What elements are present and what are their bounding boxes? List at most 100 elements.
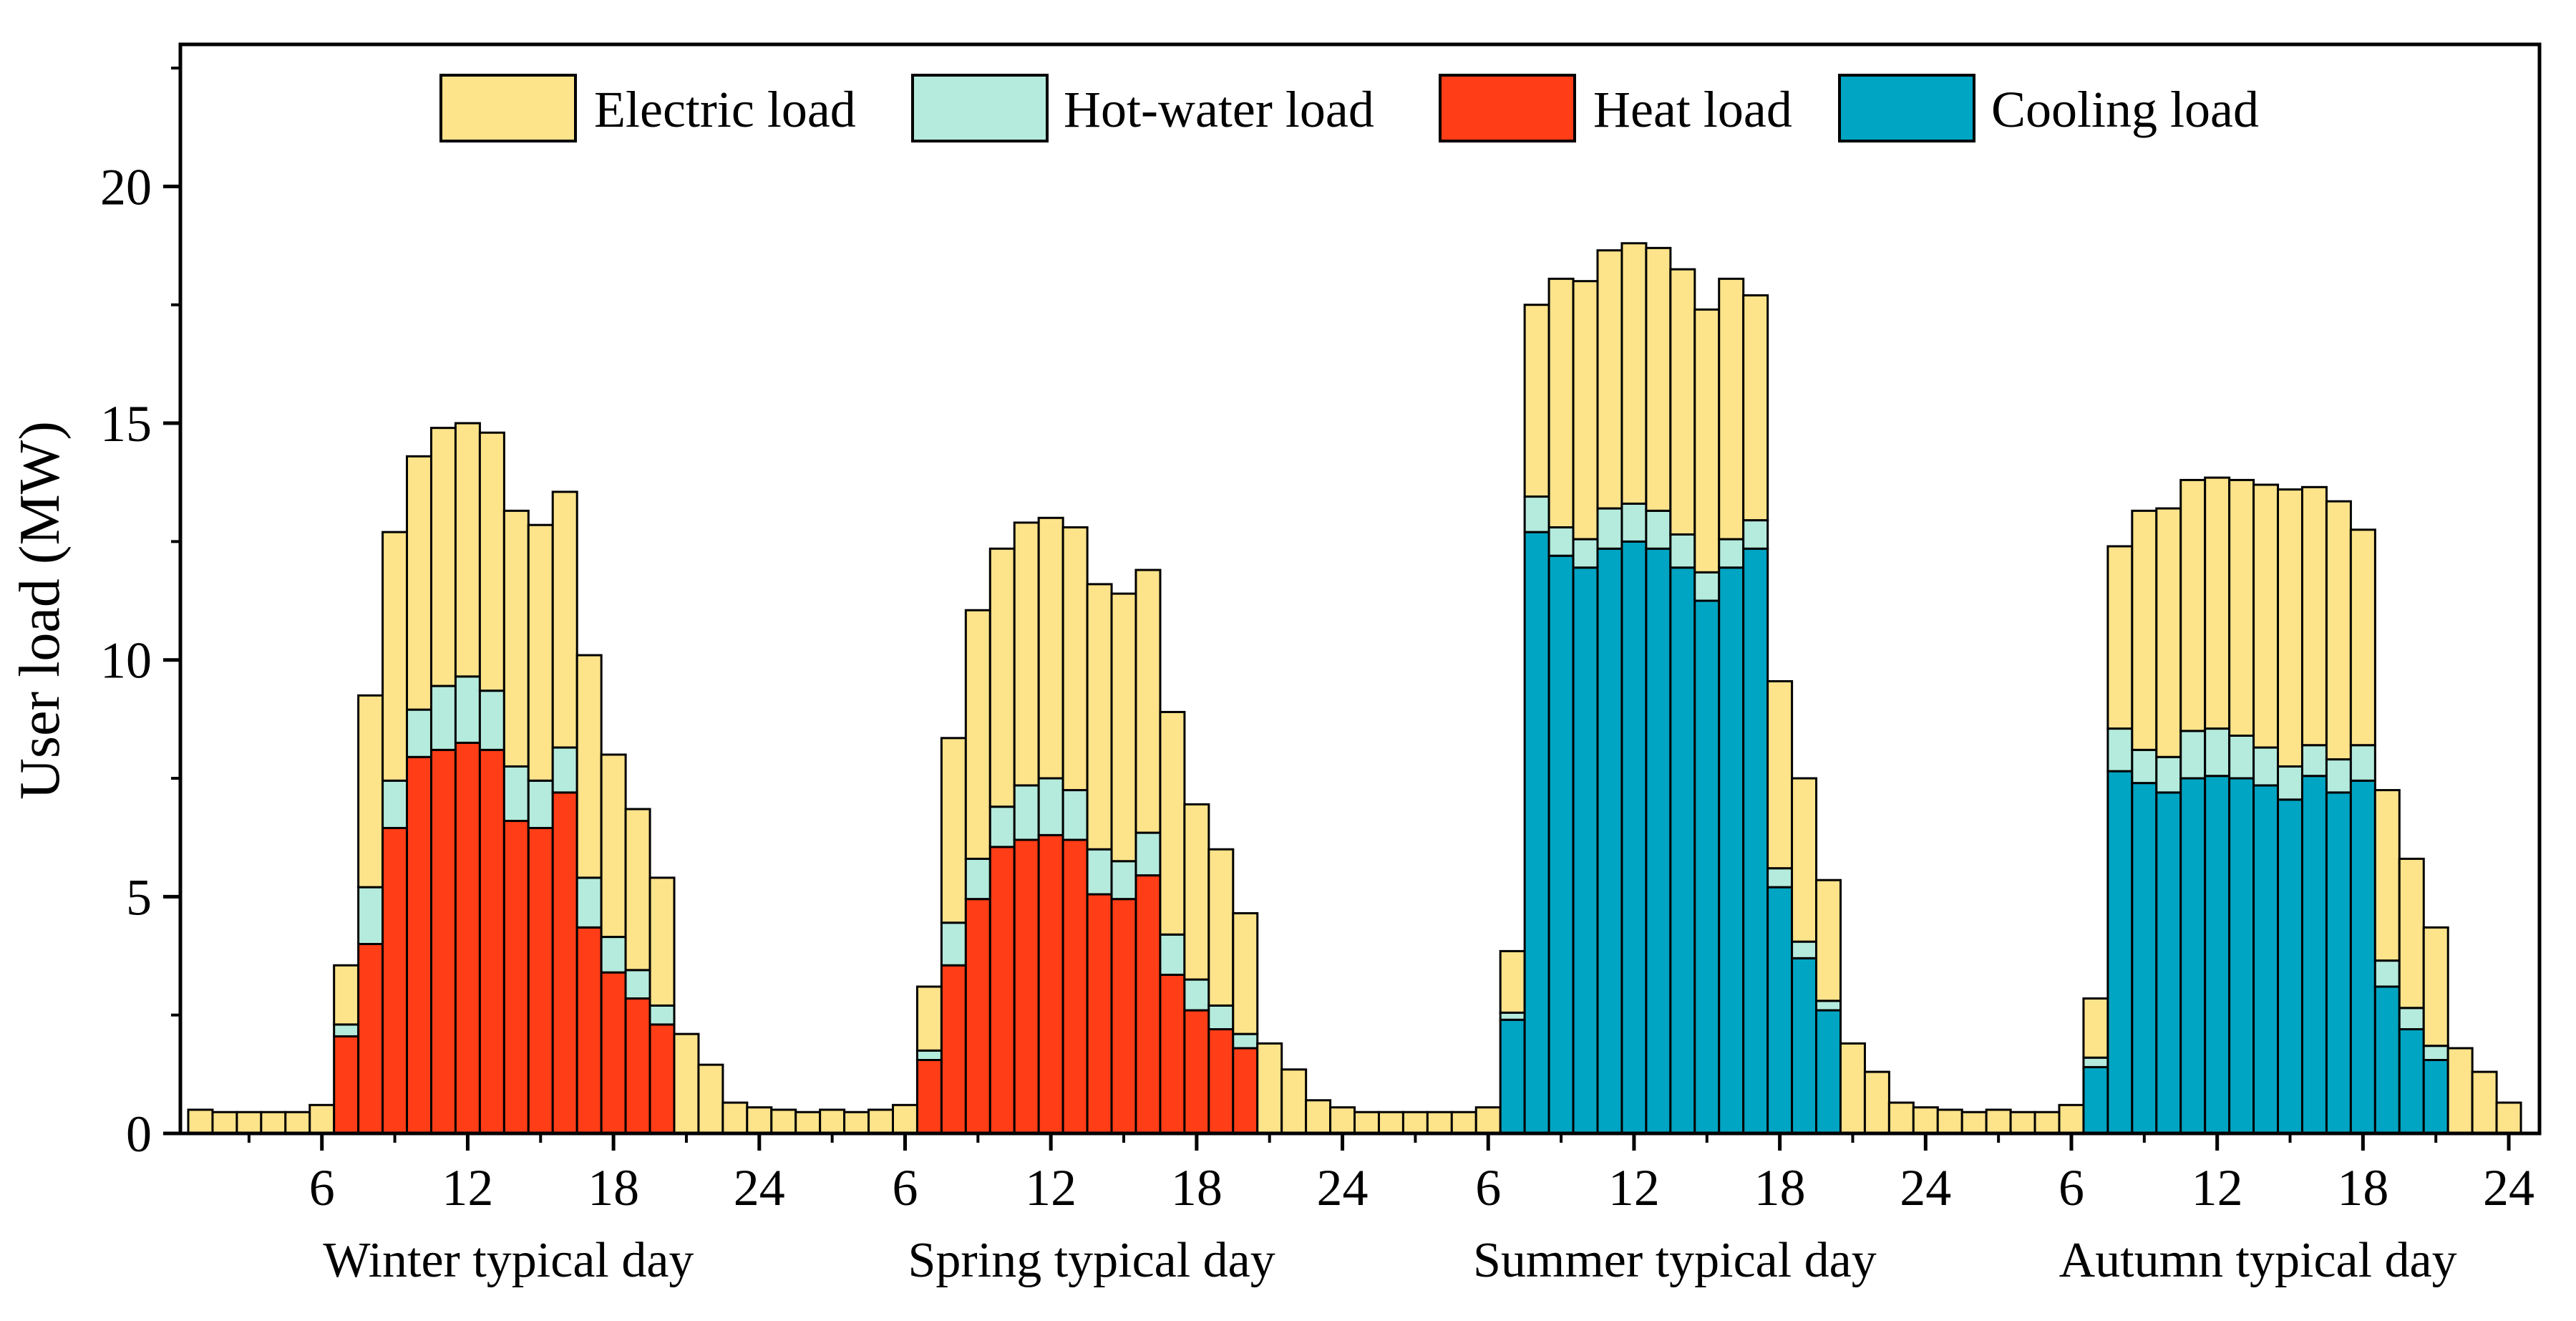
x-tick-label: 6 (892, 1159, 918, 1216)
bar-electric-3-5 (1450, 1110, 1477, 1135)
bar-hotwater-4-10 (2155, 755, 2182, 794)
bar-hotwater-1-12 (454, 675, 481, 744)
legend-label-cooling: Cooling load (1991, 81, 2259, 138)
bar-electric-3-3 (1401, 1110, 1429, 1135)
bar-electric-4-15 (2277, 488, 2304, 768)
bar-hotwater-1-17 (575, 876, 603, 929)
bar-hotwater-4-13 (2228, 735, 2255, 780)
legend: Electric load Hot-water load Heat load Cool… (439, 74, 2259, 142)
bar-electric-4-11 (2179, 478, 2207, 732)
bar-electric-2-6 (891, 1103, 918, 1135)
bar-electric-2-2 (794, 1110, 822, 1135)
bar-hotwater-2-8 (940, 921, 967, 967)
bar-electric-4-21 (2422, 926, 2449, 1047)
bar-hotwater-4-21 (2422, 1045, 2449, 1062)
bar-hotwater-4-12 (2204, 727, 2231, 778)
bar-cooling-3-13 (1645, 547, 1672, 1135)
bar-electric-1-20 (648, 876, 676, 1007)
bar-cooling-3-10 (1572, 566, 1599, 1135)
bar-electric-1-14 (502, 509, 530, 768)
bar-hotwater-3-11 (1596, 507, 1623, 550)
group-label-3: Summer typical day (1473, 1233, 1877, 1288)
axes-layer (178, 42, 2542, 1136)
bar-hotwater-2-10 (988, 805, 1016, 848)
bar-electric-1-7 (333, 964, 360, 1026)
bar-electric-4-3 (1985, 1108, 2012, 1135)
bar-electric-3-2 (1377, 1110, 1404, 1135)
bar-electric-2-11 (1013, 521, 1040, 787)
bar-cooling-4-12 (2204, 775, 2231, 1135)
bar-hotwater-3-19 (1791, 940, 1818, 959)
bar-electric-4-19 (2373, 789, 2401, 962)
bar-electric-2-5 (867, 1108, 895, 1135)
bar-hotwater-4-14 (2252, 746, 2280, 787)
bar-electric-4-2 (1960, 1110, 1988, 1135)
bar-cooling-3-16 (1718, 566, 1745, 1135)
bar-cooling-4-8 (2106, 770, 2134, 1135)
x-tick-label: 12 (442, 1159, 493, 1216)
bar-hotwater-3-10 (1572, 538, 1599, 569)
bar-electric-4-9 (2131, 509, 2158, 751)
bar-electric-1-1 (187, 1108, 214, 1135)
bar-electric-1-8 (357, 694, 384, 889)
bar-electric-4-12 (2204, 476, 2231, 730)
bar-heat-2-19 (1207, 1028, 1235, 1135)
bar-electric-2-15 (1110, 592, 1137, 863)
x-tick-label: 6 (309, 1159, 335, 1216)
bar-hotwater-3-18 (1766, 867, 1794, 889)
bar-electric-2-3 (819, 1108, 846, 1135)
y-tick-label: 5 (126, 868, 152, 926)
bar-heat-2-14 (1086, 893, 1113, 1135)
bar-electric-2-8 (940, 737, 967, 924)
bar-electric-3-14 (1669, 268, 1696, 536)
bar-hotwater-2-13 (1061, 789, 1089, 841)
bar-heat-2-11 (1013, 838, 1040, 1135)
x-tick-label: 12 (2192, 1159, 2243, 1216)
bar-hotwater-4-20 (2398, 1007, 2425, 1031)
bar-electric-3-21 (1839, 1042, 1866, 1135)
x-tick-label: 24 (734, 1159, 785, 1216)
bar-electric-3-20 (1815, 879, 1842, 1002)
bar-heat-1-15 (527, 826, 554, 1135)
bar-electric-2-12 (1037, 516, 1064, 780)
bar-electric-4-7 (2082, 997, 2109, 1059)
bar-electric-4-6 (2058, 1103, 2085, 1135)
bar-electric-3-13 (1645, 246, 1672, 512)
bar-electric-2-9 (964, 609, 991, 860)
legend-label-electric: Electric load (594, 81, 856, 138)
bar-electric-3-9 (1547, 277, 1575, 529)
bar-electric-2-7 (915, 985, 943, 1052)
bar-electric-2-10 (988, 547, 1016, 808)
y-axis-ticks: 0 5 10 15 20 (100, 67, 180, 1163)
bar-hotwater-1-9 (381, 779, 409, 829)
bar-heat-1-19 (624, 997, 651, 1135)
bar-cooling-3-12 (1620, 540, 1648, 1135)
bar-electric-1-10 (406, 455, 433, 711)
bar-electric-1-21 (673, 1032, 700, 1135)
bar-heat-2-18 (1183, 1009, 1210, 1135)
bar-heat-1-18 (600, 971, 627, 1135)
bar-electric-3-15 (1693, 308, 1721, 574)
bar-electric-4-22 (2446, 1047, 2474, 1135)
bar-cooling-3-20 (1815, 1009, 1842, 1135)
bar-hotwater-1-18 (600, 936, 627, 974)
bar-electric-4-4 (2009, 1110, 2036, 1135)
bar-electric-1-5 (284, 1110, 311, 1135)
bar-cooling-4-16 (2300, 775, 2328, 1135)
bar-electric-2-16 (1134, 568, 1162, 834)
legend-swatch-hotwater (911, 74, 1049, 142)
bar-heat-2-9 (964, 898, 991, 1135)
bar-heat-2-7 (915, 1059, 943, 1135)
bar-electric-3-19 (1791, 777, 1818, 943)
x-tick-label: 18 (588, 1159, 639, 1216)
bar-hotwater-4-11 (2179, 730, 2207, 780)
bar-heat-2-16 (1134, 874, 1162, 1135)
bar-hotwater-1-14 (502, 765, 530, 823)
x-tick-label: 24 (1317, 1159, 1369, 1216)
bar-heat-1-7 (333, 1035, 360, 1135)
bar-cooling-4-13 (2228, 777, 2255, 1135)
bar-electric-1-15 (527, 523, 554, 782)
bar-hotwater-1-20 (648, 1004, 676, 1026)
bar-cooling-4-20 (2398, 1028, 2425, 1135)
